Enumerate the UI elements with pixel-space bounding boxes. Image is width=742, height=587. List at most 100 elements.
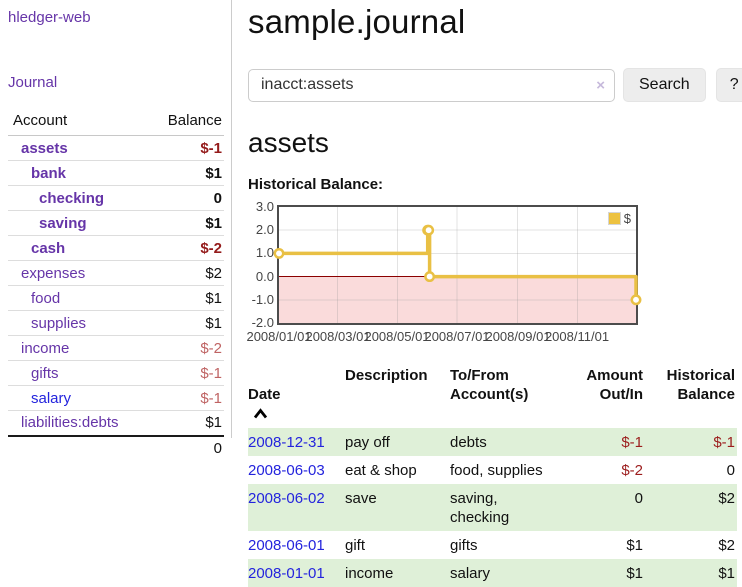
- transaction-accounts: debts: [450, 434, 487, 451]
- account-row-liabilities-debts: liabilities:debts $1: [8, 410, 224, 436]
- register-row: 2008-06-02 save saving, checking 0 $2: [248, 484, 737, 531]
- transaction-description: pay off: [345, 434, 390, 451]
- search-input[interactable]: [248, 68, 615, 102]
- data-point-marker: [424, 271, 436, 283]
- transaction-accounts: salary: [450, 565, 491, 582]
- transaction-date-link[interactable]: 2008-06-01: [248, 537, 325, 554]
- x-axis-tick: 2008/01/01: [246, 329, 312, 344]
- y-axis-tick: 2.0: [255, 222, 274, 237]
- transaction-balance: $2: [718, 490, 735, 507]
- data-point-marker: [630, 294, 642, 306]
- clear-search-icon[interactable]: ×: [596, 76, 605, 94]
- data-point-marker: [273, 247, 285, 259]
- x-axis-tick: 2008/07/01: [424, 329, 490, 344]
- transaction-balance: $-1: [713, 434, 735, 451]
- legend-label: $: [623, 211, 631, 226]
- register-table: Date Description To/From Account(s) Amou…: [248, 364, 737, 587]
- account-link-income[interactable]: income: [21, 339, 70, 357]
- account-link-bank[interactable]: bank: [31, 164, 67, 182]
- account-link-salary[interactable]: salary: [31, 389, 72, 407]
- x-axis-tick: 2008/05/01: [364, 329, 430, 344]
- account-balance: $1: [147, 210, 224, 236]
- account-link-gifts[interactable]: gifts: [31, 364, 59, 382]
- account-balance: $1: [147, 285, 224, 311]
- account-balance: $1: [147, 310, 224, 336]
- transaction-date-link[interactable]: 2008-12-31: [248, 434, 325, 451]
- register-row: 2008-01-01 income salary $1 $1: [248, 559, 737, 587]
- account-link-supplies[interactable]: supplies: [31, 314, 87, 332]
- sidebar: hledger-web Journal Account Balance asse…: [0, 0, 232, 460]
- account-row-gifts: gifts $-1: [8, 360, 224, 386]
- account-row-food: food $1: [8, 285, 224, 311]
- account-row-supplies: supplies $1: [8, 310, 224, 336]
- nav-journal-link[interactable]: Journal: [8, 74, 58, 91]
- chart-legend: $: [607, 211, 631, 226]
- account-balance: $1: [147, 160, 224, 186]
- search-button[interactable]: Search: [623, 68, 706, 102]
- main-content: sample.journal × Search ? assets Histori…: [246, 0, 742, 587]
- account-balance: $-1: [147, 385, 224, 411]
- account-row-cash: cash $-2: [8, 235, 224, 261]
- help-button[interactable]: ?: [715, 68, 742, 102]
- x-axis-tick: 2008/03/01: [305, 329, 371, 344]
- accounts-total-balance: 0: [147, 434, 224, 460]
- page-title: sample.journal: [248, 3, 466, 40]
- chart-gridlines: [279, 207, 636, 323]
- register-header-account: To/From Account(s): [450, 367, 529, 403]
- data-point-marker: [423, 224, 435, 236]
- account-link-saving[interactable]: saving: [39, 214, 87, 232]
- register-header-date[interactable]: Date: [248, 364, 345, 428]
- account-link-cash[interactable]: cash: [31, 239, 66, 257]
- transaction-accounts: gifts: [450, 537, 478, 554]
- y-axis-tick: 3.0: [255, 199, 274, 214]
- account-row-expenses: expenses $2: [8, 260, 224, 286]
- transaction-amount: $-2: [621, 462, 643, 479]
- account-link-expenses[interactable]: expenses: [21, 264, 86, 282]
- account-heading: assets: [248, 127, 329, 158]
- accounts-total-row: 0: [8, 434, 224, 460]
- transaction-description: save: [345, 490, 377, 507]
- register-header-balance: Historical Balance: [666, 367, 735, 403]
- brand-link[interactable]: hledger-web: [8, 9, 91, 26]
- register-row: 2008-12-31 pay off debts $-1 $-1: [248, 428, 737, 456]
- account-link-checking[interactable]: checking: [39, 189, 105, 207]
- chart-plot-area[interactable]: $: [273, 205, 642, 325]
- accounts-header-account: Account: [8, 108, 148, 136]
- transaction-accounts: food, supplies: [450, 462, 543, 479]
- transaction-description: income: [345, 565, 394, 582]
- register-header-row: Date Description To/From Account(s) Amou…: [248, 364, 737, 428]
- account-balance: $-2: [147, 235, 224, 261]
- account-balance: $-1: [147, 360, 224, 386]
- sort-ascending-icon: [253, 408, 268, 419]
- register-row: 2008-06-01 gift gifts $1 $2: [248, 531, 737, 559]
- x-axis-tick: 2008/09/01: [485, 329, 551, 344]
- y-axis-tick: 0.0: [255, 269, 274, 284]
- transaction-date-link[interactable]: 2008-01-01: [248, 565, 325, 582]
- account-balance: $1: [147, 410, 224, 436]
- transaction-balance: $1: [718, 565, 735, 582]
- account-link-food[interactable]: food: [31, 289, 61, 307]
- balance-chart: 3.0 2.0 1.0 0.0 -1.0 -2.0: [246, 199, 742, 347]
- register-row: 2008-06-03 eat & shop food, supplies $-2…: [248, 456, 737, 484]
- transaction-amount: $1: [626, 565, 643, 582]
- account-balance: $2: [147, 260, 224, 286]
- transaction-description: eat & shop: [345, 462, 417, 479]
- legend-color-swatch: [607, 212, 621, 225]
- account-row-income: income $-2: [8, 335, 224, 361]
- balance-series-markers: [273, 224, 642, 306]
- chart-title: Historical Balance:: [248, 176, 384, 193]
- account-balance: 0: [147, 185, 224, 211]
- register-header-date-label: Date: [248, 386, 281, 403]
- account-link-liabilities-debts[interactable]: liabilities:debts: [21, 414, 119, 432]
- transaction-accounts: saving, checking: [450, 490, 510, 526]
- transaction-balance: $2: [718, 537, 735, 554]
- y-axis-tick: -2.0: [251, 315, 274, 330]
- transaction-amount: $-1: [621, 434, 643, 451]
- negative-region-shading: [279, 276, 636, 323]
- transaction-date-link[interactable]: 2008-06-02: [248, 490, 325, 507]
- accounts-header-row: Account Balance: [8, 108, 224, 136]
- account-row-bank: bank $1: [8, 160, 224, 186]
- account-balance: $-1: [147, 135, 224, 161]
- transaction-date-link[interactable]: 2008-06-03: [248, 462, 325, 479]
- account-link-assets[interactable]: assets: [21, 139, 68, 157]
